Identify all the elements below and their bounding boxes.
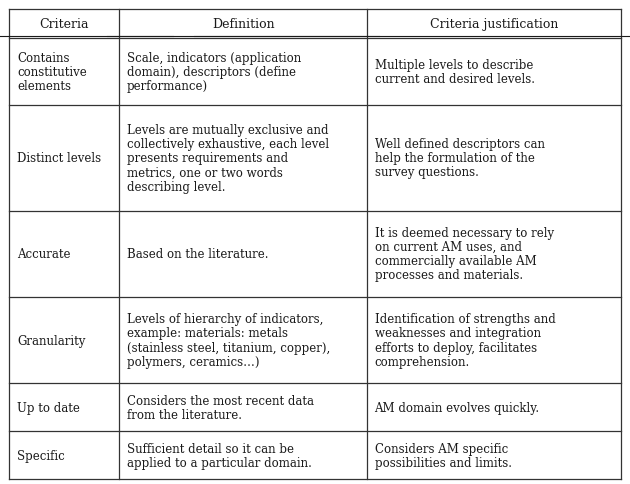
Text: comprehension.: comprehension.	[374, 355, 470, 368]
Text: commercially available AM: commercially available AM	[374, 255, 536, 268]
Text: Well defined descriptors can: Well defined descriptors can	[374, 138, 544, 151]
Text: weaknesses and integration: weaknesses and integration	[374, 327, 541, 340]
Text: survey questions.: survey questions.	[374, 166, 478, 179]
Text: Levels of hierarchy of indicators,: Levels of hierarchy of indicators,	[127, 313, 323, 326]
Text: Criteria: Criteria	[40, 18, 89, 30]
Text: describing level.: describing level.	[127, 180, 226, 193]
Text: Granularity: Granularity	[17, 334, 86, 347]
Text: Considers the most recent data: Considers the most recent data	[127, 394, 314, 407]
Text: presents requirements and: presents requirements and	[127, 152, 288, 165]
Text: Contains: Contains	[17, 52, 69, 65]
Text: from the literature.: from the literature.	[127, 408, 242, 421]
Text: It is deemed necessary to rely: It is deemed necessary to rely	[374, 227, 554, 240]
Text: domain), descriptors (define: domain), descriptors (define	[127, 66, 296, 79]
Text: Distinct levels: Distinct levels	[17, 152, 101, 165]
Text: applied to a particular domain.: applied to a particular domain.	[127, 456, 312, 469]
Text: Scale, indicators (application: Scale, indicators (application	[127, 52, 301, 65]
Text: Multiple levels to describe: Multiple levels to describe	[374, 59, 533, 72]
Text: metrics, one or two words: metrics, one or two words	[127, 166, 283, 179]
Text: Identification of strengths and: Identification of strengths and	[374, 313, 555, 326]
Text: performance): performance)	[127, 80, 208, 93]
Text: (stainless steel, titanium, copper),: (stainless steel, titanium, copper),	[127, 341, 330, 354]
Text: collectively exhaustive, each level: collectively exhaustive, each level	[127, 138, 329, 151]
Text: on current AM uses, and: on current AM uses, and	[374, 241, 522, 254]
Text: Definition: Definition	[212, 18, 275, 30]
Text: possibilities and limits.: possibilities and limits.	[374, 456, 512, 469]
Text: Specific: Specific	[17, 449, 65, 462]
Text: Based on the literature.: Based on the literature.	[127, 248, 268, 261]
Text: efforts to deploy, facilitates: efforts to deploy, facilitates	[374, 341, 537, 354]
Text: Sufficient detail so it can be: Sufficient detail so it can be	[127, 442, 294, 454]
Text: help the formulation of the: help the formulation of the	[374, 152, 534, 165]
Text: Considers AM specific: Considers AM specific	[374, 442, 508, 454]
Text: Levels are mutually exclusive and: Levels are mutually exclusive and	[127, 124, 328, 137]
Text: Up to date: Up to date	[17, 401, 80, 414]
Text: Criteria justification: Criteria justification	[430, 18, 558, 30]
Text: processes and materials.: processes and materials.	[374, 269, 523, 282]
Text: example: materials: metals: example: materials: metals	[127, 327, 288, 340]
Text: current and desired levels.: current and desired levels.	[374, 73, 534, 86]
Text: elements: elements	[17, 80, 71, 93]
Text: Accurate: Accurate	[17, 248, 71, 261]
Text: AM domain evolves quickly.: AM domain evolves quickly.	[374, 401, 540, 414]
Text: polymers, ceramics…): polymers, ceramics…)	[127, 355, 260, 368]
Text: constitutive: constitutive	[17, 66, 87, 79]
